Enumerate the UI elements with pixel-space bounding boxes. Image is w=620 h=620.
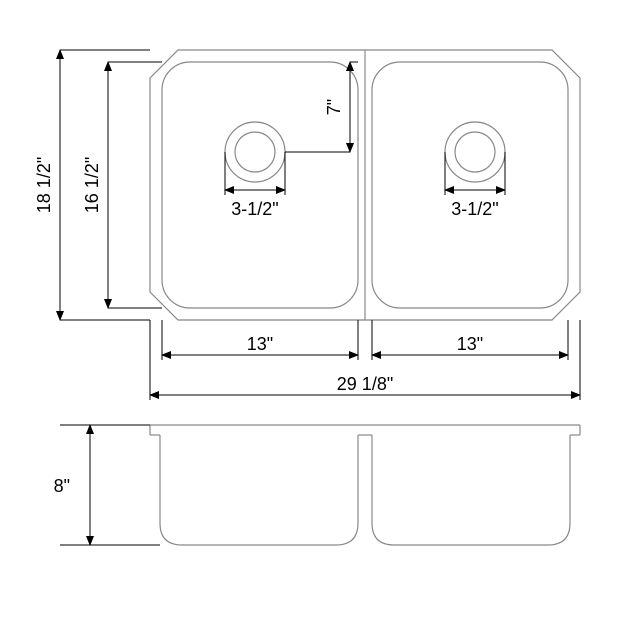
label-overall-width: 29 1/8" — [337, 374, 393, 394]
right-bowl-profile — [372, 435, 570, 545]
left-bowl-profile — [160, 435, 358, 545]
label-drain-offset: 7" — [324, 99, 344, 115]
label-inner-height: 16 1/2" — [82, 157, 102, 213]
label-depth: 8" — [54, 476, 70, 496]
left-drain-inner — [235, 132, 275, 172]
right-bowl — [372, 62, 568, 308]
label-outer-height: 18 1/2" — [34, 157, 54, 213]
label-bowl-width-left: 13" — [247, 334, 273, 354]
sink-dimension-diagram: 18 1/2" 16 1/2" 7" 3-1/2" 3-1/2" 13" 13"… — [0, 0, 620, 620]
left-drain-outer — [225, 122, 285, 182]
label-bowl-width-right: 13" — [457, 334, 483, 354]
dimension-lines: 18 1/2" 16 1/2" 7" 3-1/2" 3-1/2" 13" 13"… — [34, 50, 580, 545]
top-view — [150, 50, 580, 320]
right-drain-inner — [455, 132, 495, 172]
label-drain-left: 3-1/2" — [231, 199, 278, 219]
side-view — [150, 425, 580, 545]
label-drain-right: 3-1/2" — [451, 199, 498, 219]
right-drain-outer — [445, 122, 505, 182]
